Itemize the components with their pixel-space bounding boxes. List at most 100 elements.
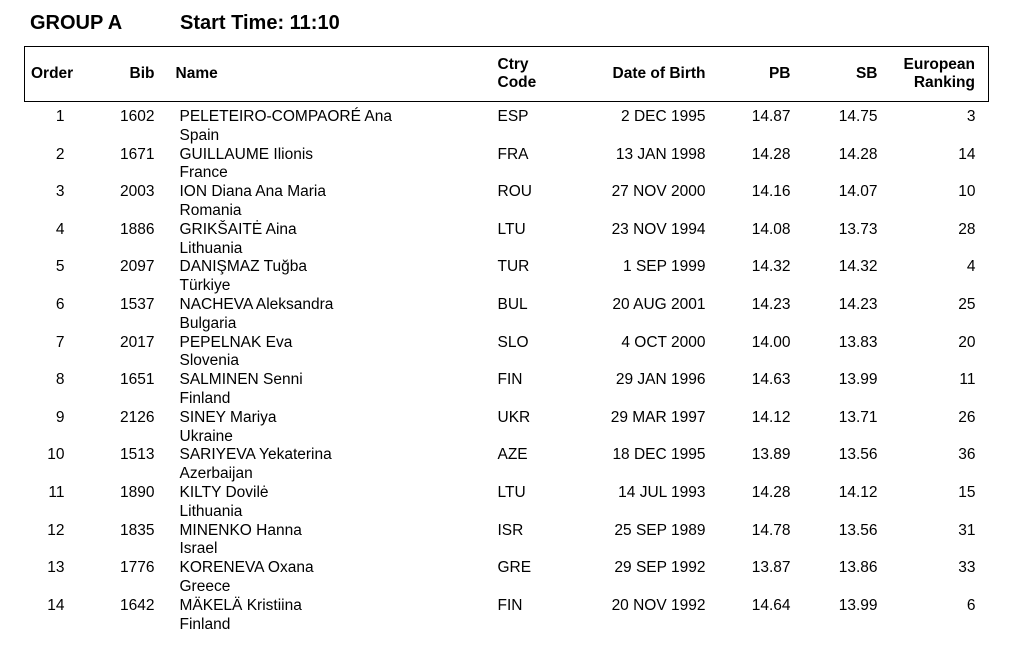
- cell-sb: 14.07: [838, 183, 878, 201]
- cell-order: 5: [55, 258, 65, 276]
- cell-name: SALMINEN Senni Finland: [158, 371, 474, 409]
- cell-pb: 14.87: [751, 108, 791, 125]
- cell-pb: 14.16: [751, 183, 791, 201]
- table-row: 12 1835 MINENKO Hanna Israel ISR 25 SEP …: [25, 522, 989, 560]
- cell-pb: 14.78: [751, 521, 791, 539]
- cell-bib: 1886: [120, 220, 155, 238]
- athlete-country: Azerbaijan: [179, 465, 253, 483]
- athlete-name: MINENKO Hanna: [179, 521, 302, 539]
- cell-pb: 14.08: [751, 220, 791, 238]
- cell-sb: 13.56: [838, 446, 878, 464]
- cell-order: 3: [55, 183, 65, 201]
- column-header-order: Order: [24, 46, 77, 102]
- cell-order: 10: [47, 446, 65, 464]
- cell-date-of-birth: 23 NOV 1994: [611, 220, 706, 238]
- cell-date-of-birth: 29 JAN 1996: [615, 371, 706, 389]
- column-header-ctry-code: Ctry Code: [473, 46, 558, 102]
- cell-european-ranking: 25: [958, 295, 976, 313]
- column-header-bib: Bib: [76, 46, 158, 102]
- cell-country-code: LTU: [497, 220, 526, 238]
- cell-european-ranking: 3: [966, 108, 976, 125]
- athlete-name: PELETEIRO-COMPAORÉ Ana: [179, 108, 392, 125]
- cell-sb: 14.28: [838, 145, 878, 163]
- athlete-name: GRIKŠAITĖ Aina: [179, 220, 297, 238]
- cell-date-of-birth: 29 MAR 1997: [610, 408, 706, 426]
- cell-order: 7: [55, 333, 65, 351]
- cell-country-code: BUL: [497, 295, 528, 313]
- cell-sb: 14.75: [838, 108, 878, 125]
- cell-country-code: SLO: [497, 333, 529, 351]
- athlete-name: SINEY Mariya: [179, 408, 277, 426]
- cell-sb: 14.32: [838, 258, 878, 276]
- cell-sb: 13.83: [838, 333, 878, 351]
- cell-european-ranking: 11: [959, 371, 976, 389]
- start-list-table: Order Bib Name Ctry Code Date of Birth P…: [24, 46, 989, 634]
- athlete-country: Greece: [179, 577, 231, 595]
- cell-european-ranking: 33: [958, 559, 976, 577]
- cell-bib: 1602: [120, 108, 155, 125]
- table-row: 5 2097 DANIŞMAZ Tuğba Türkiye TUR 1 SEP …: [25, 258, 989, 296]
- cell-date-of-birth: 27 NOV 2000: [611, 183, 706, 201]
- cell-country-code: LTU: [497, 483, 526, 501]
- cell-sb: 13.73: [838, 220, 878, 238]
- table-row: 9 2126 SINEY Mariya Ukraine UKR 29 MAR 1…: [25, 409, 989, 447]
- cell-european-ranking: 14: [958, 145, 976, 163]
- cell-date-of-birth: 4 OCT 2000: [621, 333, 706, 351]
- cell-date-of-birth: 2 DEC 1995: [621, 108, 706, 125]
- cell-bib: 2017: [120, 333, 155, 351]
- cell-country-code: AZE: [497, 446, 528, 464]
- cell-country-code: FRA: [497, 145, 529, 163]
- cell-date-of-birth: 1 SEP 1999: [623, 258, 706, 276]
- cell-country-code: FIN: [497, 371, 523, 389]
- cell-date-of-birth: 20 AUG 2001: [612, 295, 706, 313]
- cell-pb: 13.89: [751, 446, 791, 464]
- cell-order: 9: [55, 408, 65, 426]
- table-row: 8 1651 SALMINEN Senni Finland FIN 29 JAN…: [25, 371, 989, 409]
- cell-name: PEPELNAK Eva Slovenia: [158, 334, 474, 372]
- athlete-name: GUILLAUME Ilionis: [179, 145, 314, 163]
- cell-european-ranking: 36: [958, 446, 976, 464]
- cell-european-ranking: 20: [958, 333, 976, 351]
- cell-pb: 14.64: [751, 596, 791, 614]
- table-row: 14 1642 MÄKELÄ Kristiina Finland FIN 20 …: [25, 597, 989, 635]
- cell-sb: 13.86: [838, 559, 878, 577]
- cell-european-ranking: 6: [966, 596, 976, 614]
- athlete-country: Finland: [179, 615, 231, 633]
- cell-bib: 1651: [120, 371, 155, 389]
- cell-bib: 1890: [120, 483, 155, 501]
- cell-order: 11: [48, 483, 65, 501]
- cell-order: 1: [55, 108, 65, 125]
- cell-date-of-birth: 29 SEP 1992: [614, 559, 706, 577]
- column-header-name: Name: [157, 46, 474, 102]
- table-body: 1 1602 PELETEIRO-COMPAORÉ Ana Spain ESP …: [25, 102, 989, 635]
- cell-name: NACHEVA Aleksandra Bulgaria: [158, 296, 474, 334]
- athlete-name: NACHEVA Aleksandra: [179, 295, 334, 313]
- athlete-name: MÄKELÄ Kristiina: [179, 596, 302, 614]
- table-row: 7 2017 PEPELNAK Eva Slovenia SLO 4 OCT 2…: [25, 334, 989, 372]
- cell-bib: 2097: [120, 258, 155, 276]
- cell-order: 14: [47, 596, 65, 614]
- athlete-name: KORENEVA Oxana: [179, 559, 314, 577]
- athlete-country: Finland: [179, 389, 231, 407]
- cell-name: KILTY Dovilė Lithuania: [158, 484, 474, 522]
- cell-date-of-birth: 25 SEP 1989: [614, 521, 706, 539]
- athlete-country: France: [179, 164, 228, 182]
- cell-bib: 1513: [120, 446, 155, 464]
- cell-pb: 14.28: [751, 145, 791, 163]
- athlete-country: Slovenia: [179, 352, 239, 370]
- table-header: Order Bib Name Ctry Code Date of Birth P…: [24, 46, 989, 102]
- athlete-name: SARIYEVA Yekaterina: [179, 446, 332, 464]
- table-row: 4 1886 GRIKŠAITĖ Aina Lithuania LTU 23 N…: [25, 221, 989, 259]
- cell-name: SINEY Mariya Ukraine: [158, 409, 474, 447]
- cell-country-code: ROU: [497, 183, 532, 201]
- table-row: 2 1671 GUILLAUME Ilionis France FRA 13 J…: [25, 146, 989, 184]
- cell-name: ION Diana Ana Maria Romania: [158, 183, 474, 221]
- cell-sb: 14.12: [838, 483, 878, 501]
- cell-date-of-birth: 20 NOV 1992: [611, 596, 706, 614]
- cell-country-code: FIN: [497, 596, 523, 614]
- cell-name: SARIYEVA Yekaterina Azerbaijan: [158, 446, 474, 484]
- cell-european-ranking: 26: [958, 408, 976, 426]
- cell-sb: 13.99: [838, 596, 878, 614]
- cell-order: 2: [55, 145, 65, 163]
